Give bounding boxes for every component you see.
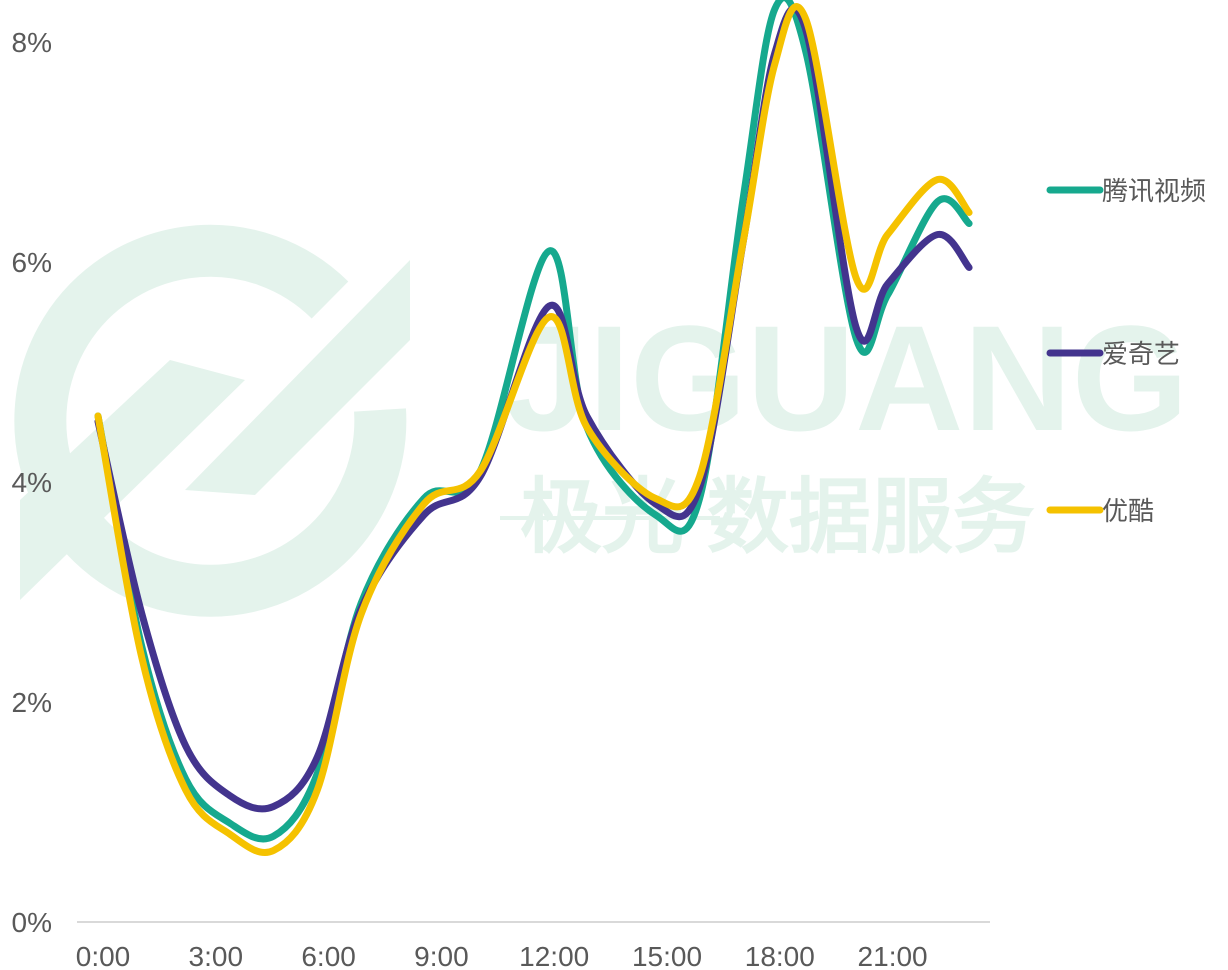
x-axis: 0:00 3:00 6:00 9:00 12:00 15:00 18:00 21:00	[76, 941, 928, 970]
x-tick-label: 3:00	[189, 941, 244, 970]
watermark-logo-slash-2	[185, 260, 410, 495]
series-line-3	[94, 3, 973, 856]
watermark-tagline: 极光 数据服务	[520, 472, 1035, 563]
x-tick-label: 15:00	[632, 941, 702, 970]
watermark-logo-arc	[14, 224, 407, 617]
legend-label: 爱奇艺	[1102, 340, 1180, 370]
x-tick-label: 0:00	[76, 941, 131, 970]
watermark-logo	[14, 224, 410, 617]
y-tick-label: 4%	[12, 467, 52, 498]
y-axis: 0% 2% 4% 6% 8%	[12, 27, 52, 938]
x-tick-label: 9:00	[414, 941, 469, 970]
watermark-brand: JIGUANG	[505, 294, 1188, 462]
legend-label: 优酷	[1102, 497, 1154, 527]
y-tick-label: 6%	[12, 247, 52, 278]
series-group	[94, 0, 973, 856]
y-tick-label: 2%	[12, 687, 52, 718]
y-tick-label: 8%	[12, 27, 52, 58]
x-tick-label: 12:00	[519, 941, 589, 970]
x-tick-label: 6:00	[301, 941, 356, 970]
watermark: JIGUANG 极光 数据服务	[14, 224, 1188, 617]
x-tick-label: 21:00	[858, 941, 928, 970]
y-tick-label: 0%	[12, 907, 52, 938]
x-tick-label: 18:00	[745, 941, 815, 970]
legend-label: 腾讯视频	[1102, 177, 1206, 207]
watermark-logo-slash-1	[20, 360, 245, 600]
